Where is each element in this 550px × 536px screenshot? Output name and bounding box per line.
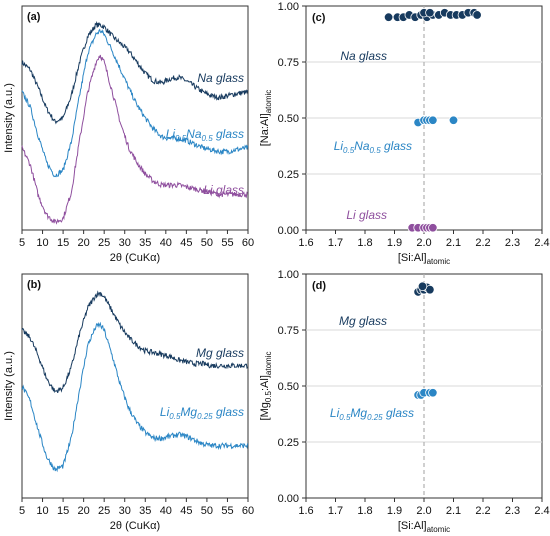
- x-tick-label: 15: [57, 505, 69, 517]
- data-point: [448, 115, 459, 125]
- x-tick-label: 1.9: [387, 505, 402, 517]
- x-tick-label: 30: [119, 505, 131, 517]
- series-annotation: Li0.5Mg0.25 glass: [160, 405, 244, 421]
- series-annotation: Mg glass: [196, 346, 244, 360]
- panel-b: 5 10 15 20 25 30 35 40 45 50 55 60 (b) 2θ (CuKα) Inten…: [3, 273, 254, 532]
- data-point: [428, 388, 438, 398]
- x-tick-label: 2.2: [475, 505, 490, 517]
- x-axis-label: 2θ (CuKα): [110, 520, 160, 532]
- x-tick-label: 5: [19, 237, 25, 249]
- x-tick-label: 20: [78, 505, 90, 517]
- data-point: [425, 8, 435, 18]
- x-tick-label: 10: [36, 505, 48, 517]
- series-annotation: Na glass: [197, 71, 244, 85]
- x-tick-label: 55: [221, 237, 233, 249]
- x-tick-label: 45: [180, 237, 192, 249]
- panel-label: (d): [312, 280, 326, 292]
- x-axis-label: 2θ (CuKα): [110, 252, 160, 264]
- series-line: [21, 54, 248, 225]
- x-tick-label: 10: [36, 237, 48, 249]
- x-axis-label: [Si:Al]atomic: [398, 520, 450, 534]
- panel-d: 0.00 0.25 0.50 0.75 1.00 1.6 1.7 1.8 1.9 2.0 2.1 2.…: [259, 269, 550, 534]
- x-axis-label: [Si:Al]atomic: [398, 252, 450, 266]
- x-tick-label: 25: [98, 237, 110, 249]
- y-tick-label: 0.75: [278, 325, 299, 337]
- x-tick-label: 1.6: [298, 237, 313, 249]
- panel-c: 0.00 0.25 0.50 0.75 1.00 1.6 1.7 1.8 1.9 2.0 2.1 2.…: [259, 1, 550, 266]
- x-tick-label: 60: [242, 237, 254, 249]
- plot-frame: [21, 5, 249, 231]
- series-annotation: Li glass: [346, 208, 387, 222]
- data-point: [472, 10, 482, 20]
- x-tick-label: 1.8: [357, 505, 372, 517]
- x-tick-label: 50: [201, 237, 213, 249]
- x-tick-label: 40: [160, 505, 172, 517]
- y-tick-label: 0.00: [278, 225, 299, 237]
- plot-frame: [21, 273, 249, 499]
- x-tick-label: 2.0: [416, 237, 431, 249]
- data-point: [428, 223, 438, 233]
- panel-label: (a): [27, 11, 41, 23]
- y-tick-label: 0.25: [278, 437, 299, 449]
- y-tick-label: 0.50: [278, 113, 299, 125]
- x-tick-label: 60: [242, 505, 254, 517]
- x-tick-label: 15: [57, 237, 69, 249]
- series-line: [21, 321, 249, 473]
- x-tick-label: 2.3: [505, 237, 520, 249]
- y-axis-label: Intensity (a.u.): [3, 351, 15, 421]
- x-tick-label: 35: [139, 505, 151, 517]
- series-annotation: Li0.5Mg0.25 glass: [330, 406, 414, 422]
- x-tick-label: 45: [180, 505, 192, 517]
- series-line: [21, 290, 248, 394]
- x-tick-label: 5: [19, 505, 25, 517]
- y-tick-label: 0.50: [278, 381, 299, 393]
- series-annotation: Li0.5Na0.5 glass: [334, 139, 412, 155]
- x-tick-label: 2.4: [534, 505, 549, 517]
- series-annotation: Mg glass: [339, 314, 387, 328]
- y-axis-label: [Mg0.5:Al]atomic: [259, 352, 273, 421]
- y-axis-label: [Na:Al]atomic: [259, 90, 273, 147]
- data-point: [383, 12, 394, 22]
- x-tick-label: 40: [160, 237, 172, 249]
- y-tick-label: 1.00: [278, 1, 299, 13]
- panel-label: (b): [27, 279, 41, 291]
- x-tick-label: 2.0: [416, 505, 431, 517]
- x-tick-label: 1.7: [328, 237, 343, 249]
- data-point: [417, 281, 428, 292]
- x-tick-label: 35: [139, 237, 151, 249]
- x-tick-label: 55: [221, 505, 233, 517]
- x-tick-label: 30: [119, 237, 131, 249]
- x-tick-label: 2.2: [475, 237, 490, 249]
- y-tick-label: 0.25: [278, 169, 299, 181]
- y-tick-label: 0.75: [278, 57, 299, 69]
- series-annotation: Li glass: [203, 183, 244, 197]
- series-annotation: Na glass: [340, 49, 387, 63]
- x-tick-label: 1.6: [298, 505, 313, 517]
- data-point: [428, 115, 438, 125]
- y-axis-label: Intensity (a.u.): [3, 83, 15, 153]
- x-tick-label: 1.7: [328, 505, 343, 517]
- x-tick-label: 25: [98, 505, 110, 517]
- y-tick-label: 1.00: [278, 269, 299, 281]
- x-tick-label: 20: [78, 237, 90, 249]
- series-line: [21, 28, 249, 178]
- x-tick-label: 2.4: [534, 237, 549, 249]
- panel-label: (c): [312, 12, 326, 24]
- y-tick-label: 0.00: [278, 493, 299, 505]
- x-tick-label: 2.1: [446, 505, 461, 517]
- x-tick-label: 1.8: [357, 237, 372, 249]
- x-tick-label: 50: [201, 505, 213, 517]
- panel-a: 5 10 15 20 25 30 35 40 45 50 55 60 (a) 2θ (CuKα) Inten…: [3, 5, 254, 264]
- series-annotation: Li0.5Na0.5 glass: [166, 127, 244, 143]
- x-tick-label: 1.9: [387, 237, 402, 249]
- series-line: [21, 20, 249, 125]
- x-tick-label: 2.3: [505, 505, 520, 517]
- x-tick-label: 2.1: [446, 237, 461, 249]
